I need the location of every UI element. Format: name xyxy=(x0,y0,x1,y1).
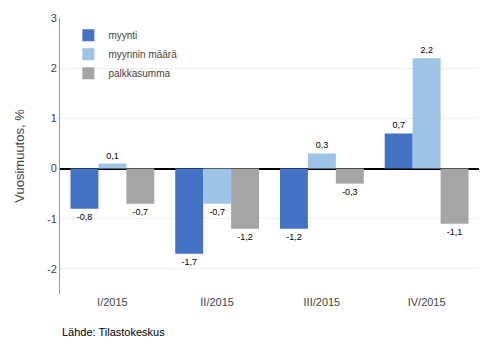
svg-text:0,7: 0,7 xyxy=(392,120,405,130)
svg-text:-0,7: -0,7 xyxy=(133,207,149,217)
svg-text:II/2015: II/2015 xyxy=(200,296,234,308)
svg-text:0,1: 0,1 xyxy=(106,151,119,161)
svg-text:-1: -1 xyxy=(47,213,57,225)
svg-text:Lähde: Tilastokeskus: Lähde: Tilastokeskus xyxy=(62,326,165,338)
svg-text:2: 2 xyxy=(51,62,57,74)
svg-text:I/2015: I/2015 xyxy=(97,296,128,308)
svg-text:-1,2: -1,2 xyxy=(286,232,302,242)
svg-text:myynti: myynti xyxy=(108,30,137,41)
svg-text:-1,2: -1,2 xyxy=(237,232,253,242)
svg-text:0: 0 xyxy=(51,162,57,174)
svg-text:IV/2015: IV/2015 xyxy=(408,296,446,308)
svg-text:2,2: 2,2 xyxy=(420,45,433,55)
svg-text:-0,7: -0,7 xyxy=(209,207,225,217)
svg-text:III/2015: III/2015 xyxy=(304,296,341,308)
svg-text:palkkasumma: palkkasumma xyxy=(108,68,170,79)
svg-text:Vuosimuutos, %: Vuosimuutos, % xyxy=(12,109,27,203)
svg-text:1: 1 xyxy=(51,112,57,124)
svg-text:0,3: 0,3 xyxy=(316,140,329,150)
svg-text:-0,8: -0,8 xyxy=(77,212,93,222)
svg-text:-0,3: -0,3 xyxy=(342,187,358,197)
svg-text:3: 3 xyxy=(51,12,57,24)
svg-text:-1,7: -1,7 xyxy=(181,257,197,267)
svg-text:-2: -2 xyxy=(47,263,57,275)
svg-text:-1,1: -1,1 xyxy=(447,227,463,237)
svg-text:myynnin määrä: myynnin määrä xyxy=(108,49,177,60)
